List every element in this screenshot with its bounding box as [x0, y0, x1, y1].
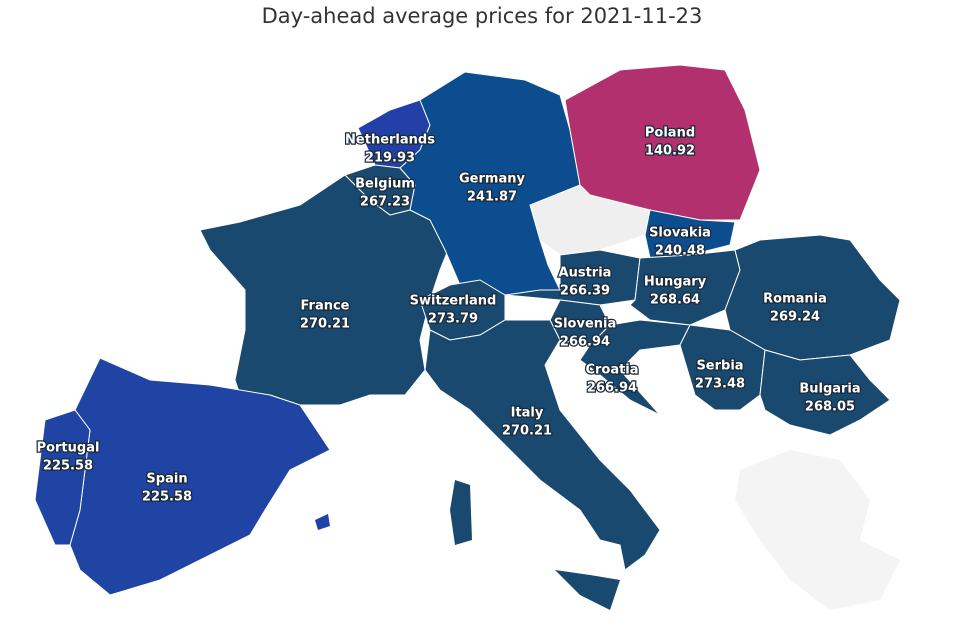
sardinia	[450, 480, 472, 545]
country-price: 270.21	[300, 317, 350, 332]
country-price: 273.79	[428, 312, 478, 327]
country-price: 269.24	[770, 310, 820, 325]
map-title: Day-ahead average prices for 2021-11-23	[262, 4, 703, 28]
country-name: Bulgaria	[799, 382, 860, 397]
country-name: Spain	[146, 472, 187, 487]
country-price: 267.23	[360, 195, 410, 210]
balearic	[315, 514, 330, 530]
country-price: 268.05	[805, 400, 855, 415]
country-name: Italy	[511, 406, 544, 421]
country-name: Croatia	[585, 363, 638, 378]
country-name: Belgium	[355, 177, 415, 192]
country-price: 270.21	[502, 424, 552, 439]
country-name: Netherlands	[345, 133, 435, 148]
country-name: Poland	[645, 126, 695, 141]
country-name: Portugal	[37, 441, 100, 456]
country-name: Slovakia	[649, 226, 711, 241]
country	[424, 319, 661, 571]
country	[629, 249, 741, 326]
country-price: 241.87	[467, 190, 517, 205]
country-name: Hungary	[644, 275, 707, 290]
country-price: 225.58	[142, 490, 192, 505]
country-price: 266.39	[560, 284, 610, 299]
country-price: 219.93	[365, 151, 415, 166]
country-price: 140.92	[645, 144, 695, 159]
country-price: 268.64	[650, 293, 700, 308]
country	[724, 234, 901, 361]
country	[564, 64, 761, 221]
country-price: 225.58	[43, 459, 93, 474]
country-price: 266.94	[560, 335, 610, 350]
country	[759, 349, 891, 436]
country-name: Romania	[763, 292, 827, 307]
country-name: Austria	[559, 266, 612, 281]
country-name: France	[300, 299, 349, 314]
country-price: 273.48	[695, 377, 745, 392]
country-price: 240.48	[655, 244, 705, 259]
country	[34, 409, 91, 546]
country	[679, 324, 766, 411]
country	[579, 319, 691, 416]
country-name: Slovenia	[554, 317, 617, 332]
country-name: Switzerland	[410, 294, 497, 309]
labels: France 270.21 Spain 225.58 Portugal 225.58 Net…	[35, 124, 862, 506]
country-price: 266.94	[587, 381, 637, 396]
sicily	[555, 570, 620, 610]
country-name: Germany	[459, 172, 525, 187]
regions	[34, 64, 901, 610]
country-name: Serbia	[696, 359, 743, 374]
greece-no-data	[735, 450, 900, 610]
